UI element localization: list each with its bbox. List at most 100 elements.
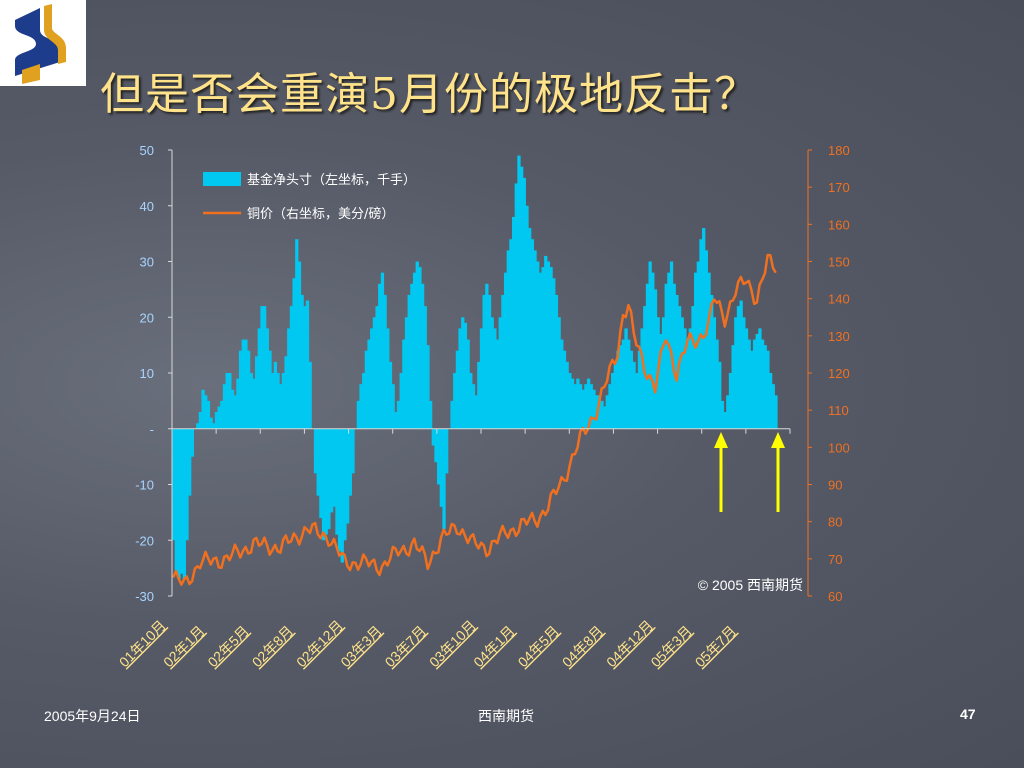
position-bar <box>750 350 754 429</box>
position-bar <box>281 373 286 429</box>
position-bar <box>367 339 371 429</box>
position-bar <box>490 317 494 429</box>
position-bar <box>378 283 382 429</box>
position-bar <box>685 339 690 429</box>
position-bar <box>305 300 310 429</box>
position-bar <box>503 272 508 429</box>
position-bar <box>348 428 352 496</box>
left-tick-label: 10 <box>140 366 154 381</box>
position-bar <box>736 306 741 429</box>
position-bar <box>458 328 462 429</box>
position-bar <box>576 378 580 429</box>
page-number: 47 <box>960 706 976 722</box>
x-tick-label: 02年8月 <box>249 622 297 670</box>
position-bar <box>520 166 524 429</box>
position-bar <box>431 428 435 446</box>
position-bar <box>739 300 743 429</box>
left-tick-label: -10 <box>135 478 154 493</box>
position-bar <box>688 328 692 429</box>
right-tick-label: 140 <box>828 292 850 307</box>
position-bar <box>691 306 695 429</box>
position-bar <box>664 283 668 429</box>
position-bar <box>584 384 588 429</box>
position-bar <box>188 428 192 496</box>
position-bar <box>766 350 770 429</box>
position-bar <box>592 389 596 429</box>
copper-price-line <box>172 253 777 586</box>
position-bar <box>608 384 612 429</box>
position-bar <box>669 261 674 429</box>
position-bar <box>744 328 749 429</box>
left-tick-label: - <box>150 422 154 437</box>
position-bar <box>201 389 205 429</box>
position-bar <box>386 328 390 429</box>
position-bar <box>774 395 778 429</box>
position-bar <box>760 339 765 429</box>
position-bar <box>351 428 355 474</box>
position-bar <box>327 428 331 530</box>
position-bar <box>297 261 302 429</box>
right-tick-label: 60 <box>828 589 842 604</box>
position-bar <box>295 239 299 429</box>
position-bar <box>747 339 751 429</box>
position-bar <box>495 339 500 429</box>
position-bar <box>222 384 227 429</box>
position-bar <box>252 378 256 429</box>
position-bar <box>399 373 403 429</box>
position-bar <box>228 373 232 429</box>
position-bar <box>763 345 767 429</box>
position-bar <box>461 317 465 429</box>
x-tick-label: 05年7月 <box>692 622 740 670</box>
position-bar <box>538 272 543 429</box>
position-bar <box>621 339 626 429</box>
position-bar <box>482 294 486 429</box>
position-bar <box>755 333 759 429</box>
right-tick-label: 90 <box>828 478 842 493</box>
position-bar <box>648 261 652 429</box>
fund-position-copper-chart: 50 40 30 20 10 - -10 -20 -30 180 170 160 150 140 130 12… <box>116 143 850 670</box>
right-tick-label: 180 <box>828 143 850 158</box>
x-tick-label: 04年12月 <box>603 617 656 670</box>
position-bar <box>185 428 189 541</box>
position-bar <box>533 250 537 429</box>
position-bar <box>244 339 248 429</box>
copyright-annotation: © 2005 西南期货 <box>698 577 803 593</box>
position-bar <box>562 350 567 429</box>
position-bar <box>332 428 336 507</box>
position-bar <box>597 395 601 429</box>
position-bar <box>707 272 711 429</box>
position-bar <box>423 306 427 429</box>
position-bar <box>734 317 738 429</box>
position-bar <box>212 423 216 429</box>
position-bar <box>316 428 320 496</box>
position-bar <box>661 317 666 429</box>
right-tick-label: 160 <box>828 217 850 232</box>
position-bar <box>220 400 224 429</box>
position-bar <box>324 428 328 535</box>
position-bar <box>260 306 264 429</box>
position-bar <box>335 428 339 535</box>
position-bar <box>340 428 344 563</box>
position-bar <box>209 417 213 429</box>
position-bar <box>337 428 342 552</box>
position-bar <box>549 267 553 429</box>
position-bar <box>442 428 446 530</box>
arrow-head <box>771 432 785 448</box>
position-bar <box>396 400 401 429</box>
position-bar <box>554 294 559 429</box>
position-bar <box>445 428 449 474</box>
position-bar <box>300 294 304 429</box>
legend-bar-label: 基金净头寸（左坐标，千手） <box>247 172 416 188</box>
position-bar <box>246 350 251 429</box>
position-bar <box>225 373 229 429</box>
position-bar <box>463 322 468 429</box>
position-bar <box>455 350 460 429</box>
position-bar <box>603 406 607 429</box>
position-bar <box>715 339 719 429</box>
position-bar <box>570 378 575 429</box>
position-bar <box>573 384 577 429</box>
position-bar <box>752 339 757 429</box>
position-bar <box>404 317 409 429</box>
position-bar <box>279 384 283 429</box>
position-bar <box>536 261 540 429</box>
